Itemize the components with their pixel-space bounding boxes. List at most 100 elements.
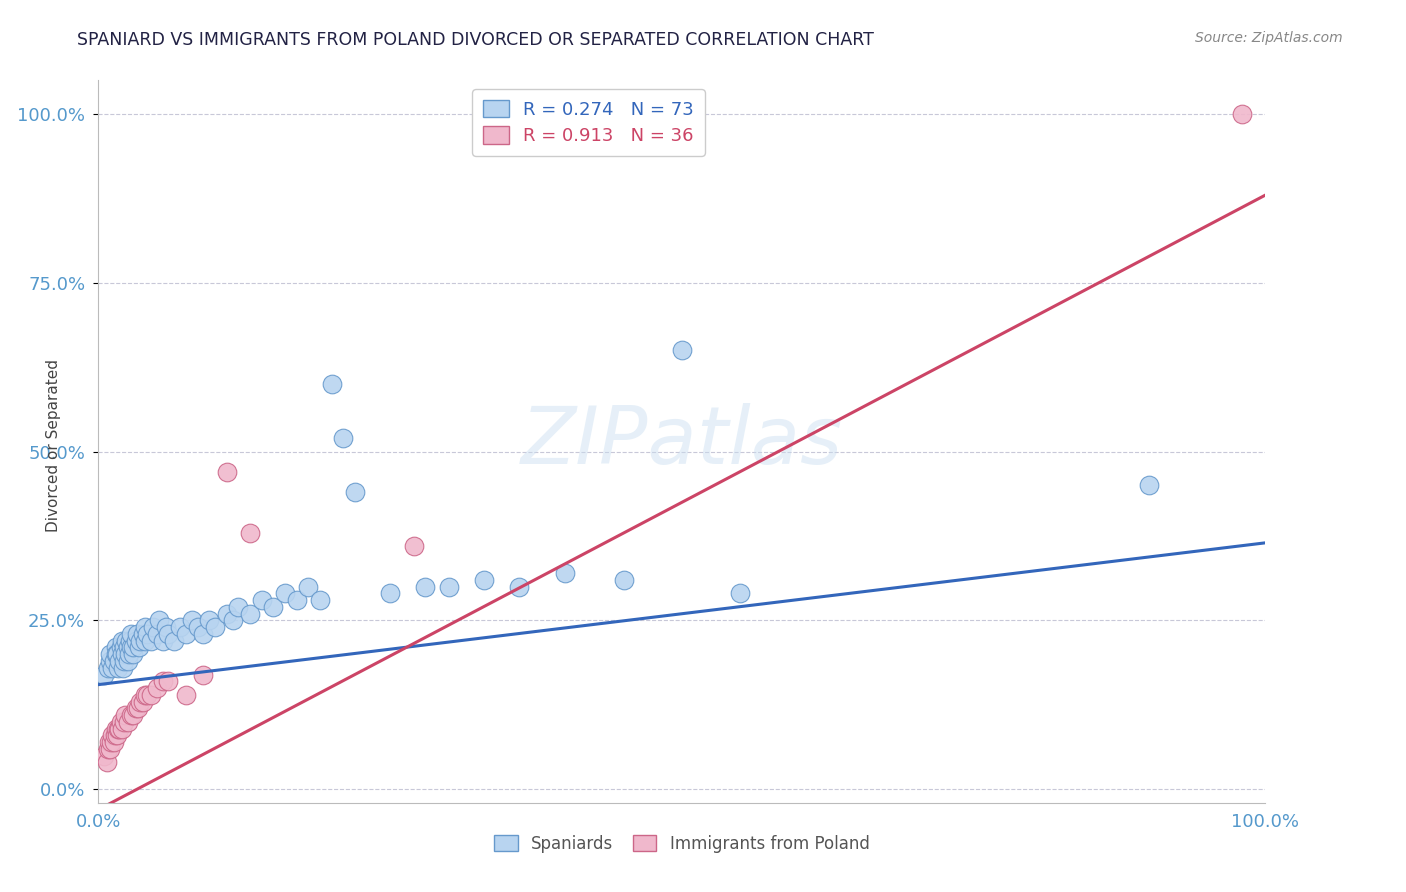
Point	[437, 580, 460, 594]
Point	[193, 627, 215, 641]
Legend: Spaniards, Immigrants from Poland: Spaniards, Immigrants from Poland	[488, 828, 876, 860]
Point	[111, 722, 134, 736]
Point	[204, 620, 226, 634]
Point	[111, 633, 134, 648]
Point	[111, 647, 134, 661]
Point	[93, 748, 115, 763]
Point	[297, 580, 319, 594]
Point	[118, 633, 141, 648]
Point	[139, 633, 162, 648]
Point	[112, 640, 135, 655]
Point	[127, 701, 149, 715]
Point	[120, 627, 142, 641]
Point	[114, 708, 136, 723]
Point	[96, 756, 118, 770]
Point	[1137, 478, 1160, 492]
Point	[380, 586, 402, 600]
Point	[250, 593, 273, 607]
Point	[104, 728, 127, 742]
Point	[134, 633, 156, 648]
Point	[128, 640, 150, 655]
Point	[98, 741, 121, 756]
Point	[107, 722, 129, 736]
Point	[110, 714, 132, 729]
Point	[101, 661, 124, 675]
Point	[285, 593, 308, 607]
Point	[472, 573, 495, 587]
Point	[193, 667, 215, 681]
Point	[125, 633, 148, 648]
Point	[152, 633, 174, 648]
Point	[1230, 107, 1253, 121]
Point	[112, 714, 135, 729]
Point	[125, 627, 148, 641]
Point	[613, 573, 636, 587]
Point	[122, 708, 145, 723]
Point	[180, 614, 202, 628]
Point	[108, 722, 131, 736]
Point	[100, 735, 122, 749]
Point	[104, 647, 127, 661]
Point	[163, 633, 186, 648]
Point	[105, 647, 128, 661]
Point	[103, 735, 125, 749]
Point	[146, 627, 169, 641]
Point	[148, 614, 170, 628]
Point	[105, 728, 128, 742]
Point	[262, 599, 284, 614]
Text: ZIPatlas: ZIPatlas	[520, 402, 844, 481]
Point	[402, 539, 425, 553]
Point	[101, 728, 124, 742]
Point	[146, 681, 169, 695]
Point	[108, 654, 131, 668]
Point	[321, 377, 343, 392]
Point	[97, 735, 120, 749]
Point	[120, 708, 142, 723]
Point	[118, 647, 141, 661]
Point	[344, 485, 367, 500]
Point	[239, 525, 262, 540]
Point	[104, 722, 127, 736]
Point	[120, 640, 142, 655]
Point	[136, 627, 159, 641]
Point	[112, 654, 135, 668]
Point	[117, 640, 139, 655]
Point	[129, 633, 152, 648]
Point	[508, 580, 530, 594]
Point	[215, 465, 238, 479]
Point	[134, 620, 156, 634]
Point	[228, 599, 250, 614]
Point	[309, 593, 332, 607]
Point	[104, 640, 127, 655]
Point	[111, 661, 134, 675]
Point	[97, 741, 120, 756]
Point	[110, 640, 132, 655]
Point	[142, 620, 165, 634]
Point	[730, 586, 752, 600]
Point	[117, 654, 139, 668]
Point	[132, 694, 155, 708]
Point	[98, 654, 121, 668]
Point	[117, 714, 139, 729]
Point	[103, 654, 125, 668]
Point	[239, 607, 262, 621]
Point	[221, 614, 243, 628]
Point	[122, 640, 145, 655]
Point	[129, 694, 152, 708]
Point	[122, 647, 145, 661]
Point	[157, 627, 180, 641]
Point	[157, 674, 180, 689]
Point	[413, 580, 436, 594]
Point	[169, 620, 191, 634]
Point	[152, 674, 174, 689]
Point	[132, 627, 155, 641]
Point	[174, 627, 197, 641]
Point	[125, 701, 148, 715]
Point	[187, 620, 209, 634]
Point	[115, 633, 138, 648]
Point	[215, 607, 238, 621]
Point	[554, 566, 576, 581]
Text: Source: ZipAtlas.com: Source: ZipAtlas.com	[1195, 31, 1343, 45]
Point	[93, 667, 115, 681]
Point	[274, 586, 297, 600]
